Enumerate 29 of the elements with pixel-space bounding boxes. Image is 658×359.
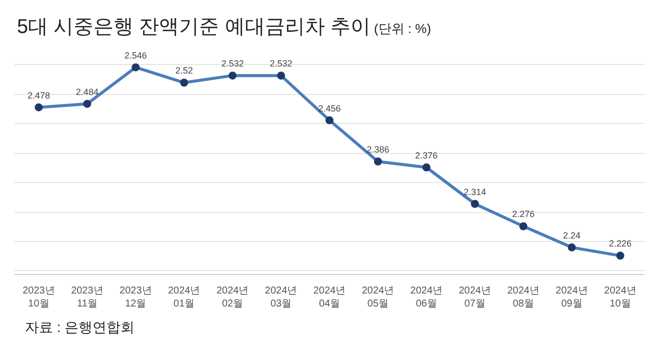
text: 자료 : 은행연합회 [25,318,135,337]
x-tick-label: 2024년04월 [313,286,346,310]
data-label: 2.546 [124,50,147,60]
x-tick-label: 2024년06월 [410,286,443,310]
data-label: 2.532 [270,58,292,69]
x-tick-label: 2024년07월 [458,286,492,310]
data-label: 2.376 [415,150,438,160]
data-label: 2.24 [563,230,581,240]
data-label: 2.478 [27,90,50,100]
data-label: 2.386 [366,144,390,154]
x-tick-label: 2024년09월 [556,286,588,310]
data-label: 2.484 [76,86,98,97]
x-tick-label: 2024년10월 [604,286,636,310]
data-label: 2.532 [221,58,244,69]
x-tick-label: 2024년03월 [264,286,298,310]
chart-subtitle: (단위 : %) [372,21,432,36]
data-label: 2.276 [512,209,535,220]
x-tick-label: 2023년11월 [71,286,104,310]
data-label: 2.456 [318,103,341,114]
data-label: 2.52 [175,66,193,76]
x-tick-label: 2023년10월 [22,286,55,310]
data-label: 2.226 [609,238,632,249]
x-tick-label: 2024년08월 [507,286,540,310]
chart-title: 5대 시중은행 잔액기준 예대금리차 추이 [17,16,370,38]
x-tick-label: 2023년12월 [120,286,152,310]
data-label: 2.314 [464,186,486,197]
x-tick-label: 2024년05월 [362,286,394,310]
x-tick-label: 2024년02월 [216,286,249,310]
x-tick-label: 2024년01월 [168,286,200,310]
